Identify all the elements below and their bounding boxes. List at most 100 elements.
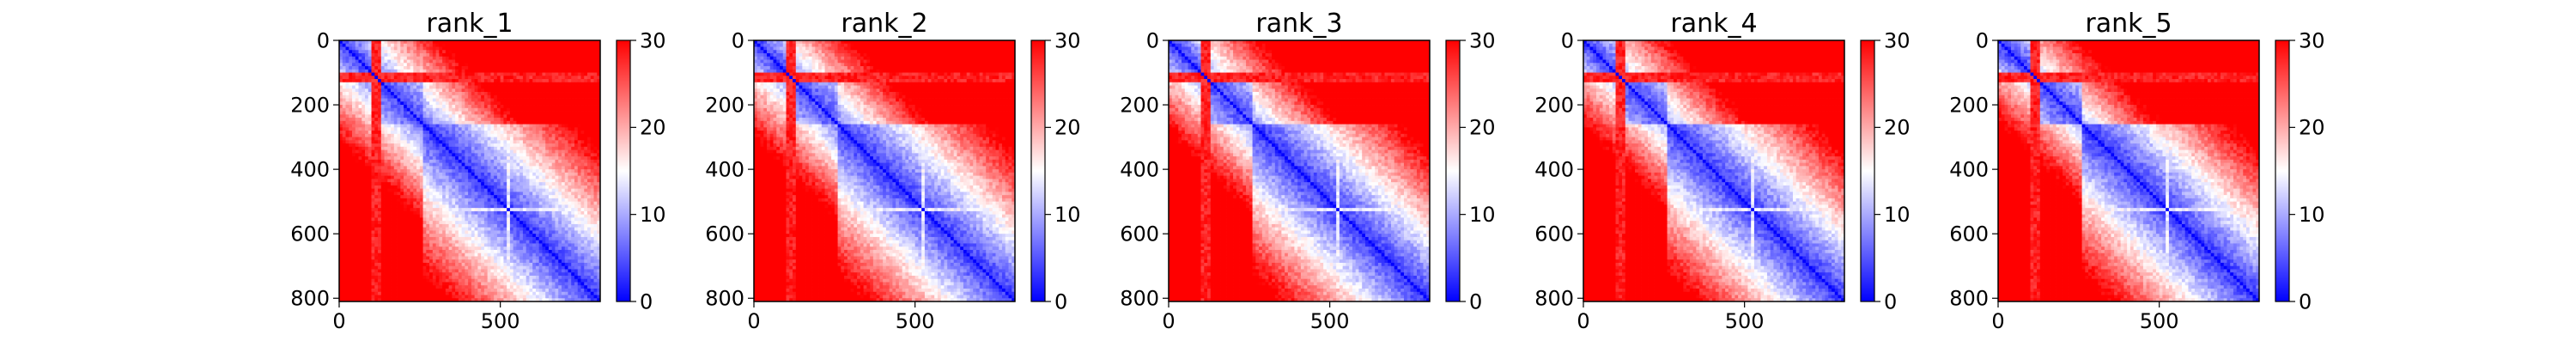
heatmap-cell — [523, 44, 526, 47]
heatmap-cell — [346, 50, 349, 53]
heatmap-cell — [571, 105, 574, 108]
heatmap-cell — [381, 186, 385, 189]
heatmap-cell — [404, 163, 407, 167]
heatmap-cell — [501, 63, 504, 66]
heatmap-cell — [365, 99, 368, 102]
heatmap-cell — [471, 179, 475, 182]
heatmap-cell — [526, 179, 530, 182]
heatmap-cell — [355, 176, 359, 180]
heatmap-cell — [436, 114, 440, 118]
heatmap-cell — [571, 182, 574, 186]
heatmap-cell — [593, 50, 597, 53]
heatmap-cell — [591, 99, 594, 102]
heatmap-cell — [355, 125, 359, 128]
heatmap-cell — [468, 79, 471, 82]
heatmap-cell — [429, 169, 433, 173]
heatmap-cell — [343, 95, 346, 99]
heatmap-cell — [355, 182, 359, 186]
heatmap-cell — [591, 140, 594, 143]
heatmap-cell — [387, 79, 391, 82]
heatmap-cell — [394, 108, 398, 112]
heatmap-cell — [465, 186, 468, 189]
heatmap-cell — [398, 131, 401, 134]
heatmap-cell — [526, 79, 530, 82]
heatmap-cell — [523, 140, 526, 143]
heatmap-cell — [394, 47, 398, 51]
heatmap-cell — [539, 112, 543, 115]
heatmap-cell — [545, 179, 549, 182]
heatmap-cell — [587, 92, 591, 95]
heatmap-cell — [420, 82, 423, 86]
heatmap-cell — [394, 173, 398, 176]
heatmap-cell — [416, 166, 420, 169]
heatmap-cell — [516, 182, 519, 186]
heatmap-cell — [497, 127, 501, 131]
heatmap-cell — [436, 121, 440, 125]
heatmap-cell — [459, 92, 462, 95]
heatmap-cell — [359, 186, 362, 189]
heatmap-cell — [568, 121, 571, 125]
heatmap-cell — [475, 108, 478, 112]
heatmap-cell — [513, 192, 517, 195]
heatmap-cell — [503, 76, 507, 79]
heatmap-cell — [519, 76, 523, 79]
heatmap-cell — [481, 137, 484, 141]
heatmap-cell — [446, 92, 449, 95]
heatmap-cell — [519, 95, 523, 99]
heatmap-cell — [400, 70, 404, 73]
heatmap-cell — [519, 82, 523, 86]
heatmap-cell — [526, 53, 530, 57]
heatmap-cell — [423, 95, 427, 99]
heatmap-cell — [488, 88, 491, 92]
heatmap-cell — [513, 60, 517, 64]
heatmap-cell — [529, 101, 532, 105]
heatmap-cell — [475, 44, 478, 47]
heatmap-cell — [381, 82, 385, 86]
heatmap-cell — [501, 86, 504, 89]
heatmap-cell — [545, 176, 549, 180]
heatmap-cell — [552, 114, 556, 118]
heatmap-cell — [519, 153, 523, 156]
heatmap-cell — [413, 95, 416, 99]
heatmap-cell — [368, 160, 372, 163]
heatmap-cell — [523, 163, 526, 167]
heatmap-cell — [442, 82, 446, 86]
heatmap-cell — [433, 179, 436, 182]
heatmap-cell — [497, 66, 501, 70]
heatmap-cell — [558, 73, 562, 76]
heatmap-cell — [439, 189, 442, 192]
heatmap-cell — [568, 73, 571, 76]
heatmap-cell — [568, 137, 571, 141]
heatmap-cell — [465, 179, 468, 182]
heatmap-cell — [387, 173, 391, 176]
heatmap-cell — [426, 127, 429, 131]
heatmap-cell — [423, 140, 427, 143]
heatmap-cell — [385, 57, 388, 60]
heatmap-cell — [477, 169, 481, 173]
heatmap-cell — [352, 60, 355, 64]
heatmap-cell — [574, 137, 578, 141]
heatmap-cell — [516, 112, 519, 115]
heatmap-cell — [407, 160, 410, 163]
heatmap-cell — [429, 192, 433, 195]
heatmap-cell — [349, 140, 352, 143]
heatmap-cell — [587, 76, 591, 79]
heatmap-cell — [433, 140, 436, 143]
heatmap-cell — [449, 140, 453, 143]
heatmap-cell — [584, 47, 587, 51]
heatmap-cell — [519, 140, 523, 143]
heatmap-cell — [593, 105, 597, 108]
heatmap-cell — [439, 101, 442, 105]
heatmap-cell — [420, 60, 423, 64]
heatmap-cell — [532, 118, 536, 121]
heatmap-cell — [429, 105, 433, 108]
heatmap-cell — [558, 50, 562, 53]
heatmap-cell — [477, 160, 481, 163]
heatmap-cell — [381, 50, 385, 53]
heatmap-cell — [343, 53, 346, 57]
heatmap-cell — [593, 73, 597, 76]
heatmap-cell — [398, 76, 401, 79]
heatmap-cell — [404, 73, 407, 76]
heatmap-cell — [442, 160, 446, 163]
heatmap-cell — [400, 179, 404, 182]
